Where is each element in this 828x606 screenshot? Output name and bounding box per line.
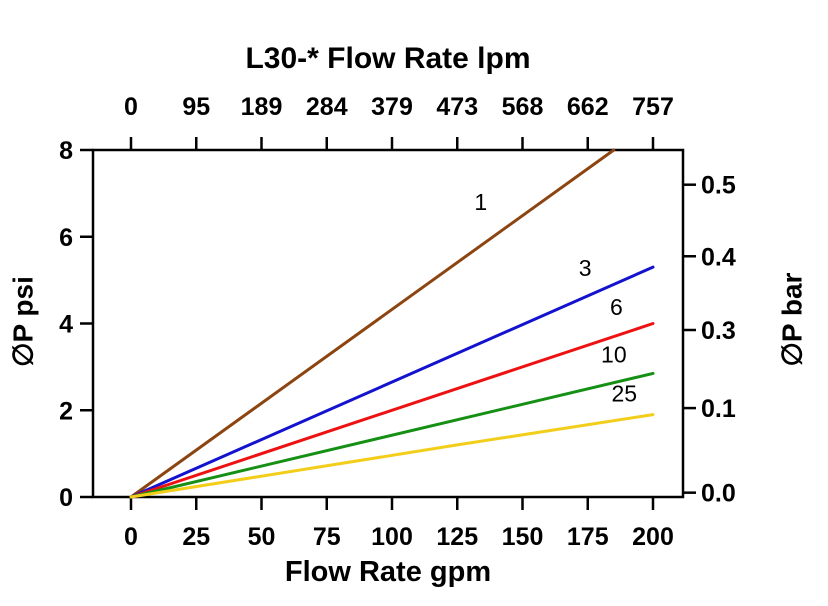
chart-title: L30-* Flow Rate lpm: [245, 42, 531, 75]
series-line-10: [129, 371, 655, 499]
x-axis-tick-label-bottom: 100: [371, 523, 413, 551]
y-axis-tick-label-left: 6: [59, 224, 73, 252]
series-label-1: 1: [474, 189, 487, 215]
y-axis-tick-label-left: 4: [59, 311, 73, 339]
x-axis-tick-label-top: 189: [241, 93, 283, 121]
x-axis-tick-label-top: 473: [436, 93, 478, 121]
y-axis-tick-label-right: 0.5: [701, 172, 736, 200]
series-line-1: [129, 148, 616, 499]
x-axis-tick-label-bottom: 50: [248, 523, 276, 551]
series-line-6: [129, 322, 655, 499]
series-label-10: 10: [601, 342, 627, 368]
y-axis-tick-label-right: 0.3: [701, 317, 736, 345]
x-axis-tick-label-top: 757: [632, 93, 674, 121]
y-axis-title-right: ∅P bar: [776, 272, 808, 367]
x-axis-tick-label-bottom: 150: [502, 523, 544, 551]
x-axis-tick-label-top: 662: [567, 93, 609, 121]
x-axis-tick-label-bottom: 125: [436, 523, 478, 551]
x-axis-tick-label-top: 284: [306, 93, 348, 121]
x-axis-tick-label-bottom: 200: [632, 523, 674, 551]
series-line-3: [129, 265, 655, 499]
x-axis-title: Flow Rate gpm: [284, 556, 492, 588]
y-axis-tick-label-left: 8: [59, 137, 73, 165]
x-axis-tick-label-top: 379: [371, 93, 413, 121]
series-label-6: 6: [610, 294, 623, 320]
x-axis-tick-label-top: 0: [124, 93, 138, 121]
x-axis-tick-label-top: 95: [182, 93, 210, 121]
x-axis-tick-label-bottom: 0: [124, 523, 138, 551]
plot-border: [91, 148, 685, 499]
y-axis-tick-label-right: 0.4: [701, 243, 736, 271]
y-axis-tick-label-right: 0.1: [701, 395, 736, 423]
series-label-3: 3: [579, 255, 592, 281]
x-axis-tick-label-bottom: 25: [182, 523, 210, 551]
x-axis-tick-label-top: 568: [502, 93, 544, 121]
series-label-25: 25: [611, 381, 637, 407]
y-axis-tick-label-left: 0: [59, 484, 73, 512]
x-axis-tick-label-bottom: 175: [567, 523, 609, 551]
y-axis-tick-label-right: 0.0: [701, 480, 736, 508]
x-axis-tick-label-bottom: 75: [313, 523, 341, 551]
y-axis-title-left: ∅P psi: [7, 276, 39, 367]
series-line-25: [129, 413, 655, 499]
y-axis-tick-label-left: 2: [59, 397, 73, 425]
